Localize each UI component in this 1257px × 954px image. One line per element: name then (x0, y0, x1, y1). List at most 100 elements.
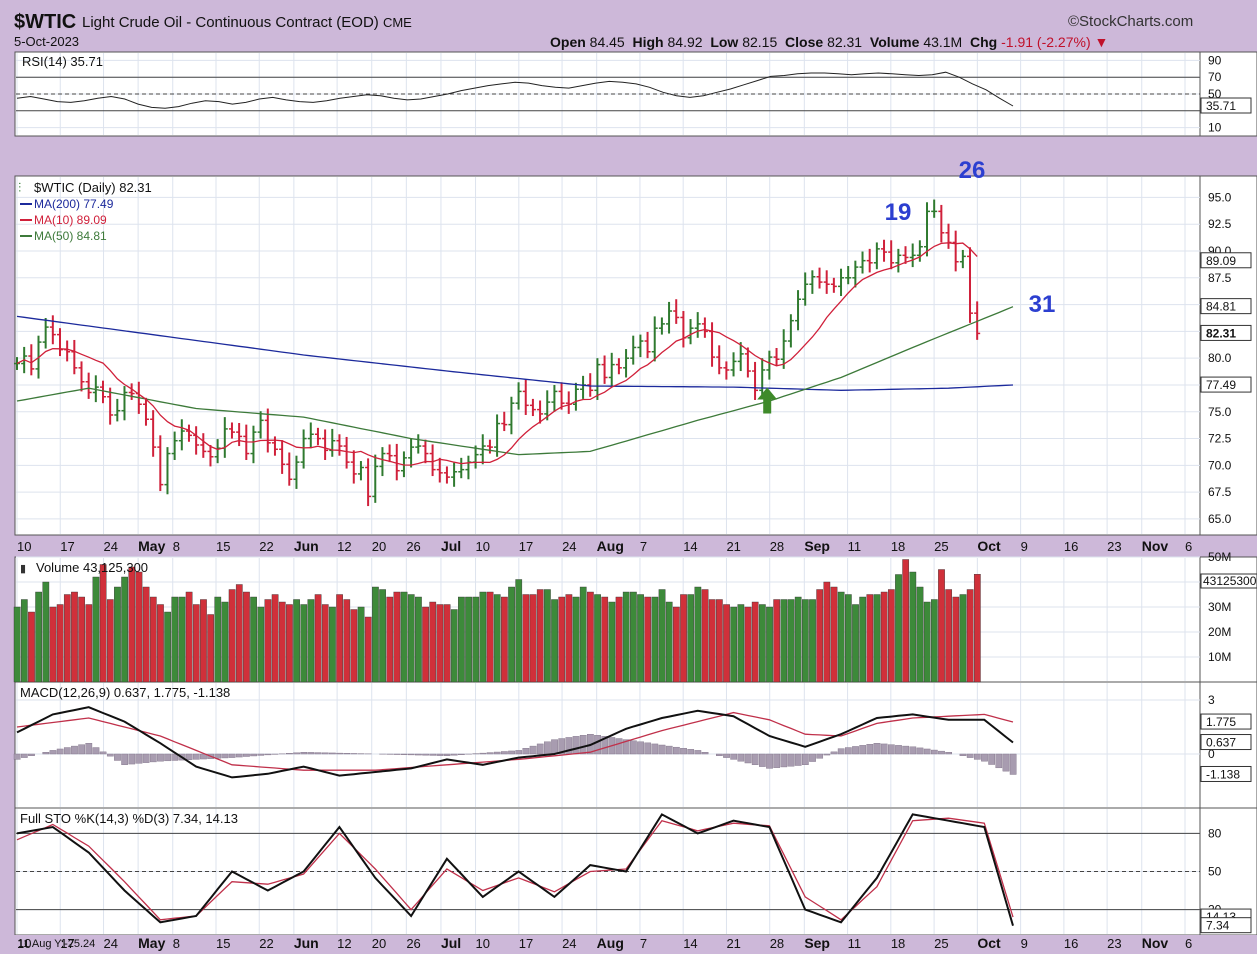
rsi-line (16, 71, 1014, 109)
ticker-symbol: $WTIC (14, 11, 77, 33)
y-tick-label: 50 (1208, 87, 1222, 101)
date-tick-label: 14 (683, 936, 697, 951)
date-tick-label: 21 (726, 936, 740, 951)
volume-bar (321, 604, 329, 683)
macd-histogram-bar (235, 753, 243, 758)
volume-bar (63, 594, 71, 683)
volume-bar (465, 596, 472, 683)
macd-histogram-bar (959, 753, 967, 756)
volume-bar (142, 586, 150, 683)
macd-histogram-bar (214, 753, 222, 759)
macd-histogram-bar (450, 753, 458, 756)
macd-histogram-bar (1002, 753, 1010, 772)
macd-histogram-bar (966, 753, 974, 758)
macd-value-label-box (1200, 734, 1252, 751)
ma50-value-label: 84.81 (1206, 300, 1236, 314)
date-tick-label: Jun (294, 935, 319, 951)
volume-bar (522, 594, 530, 683)
date-tick-label: 23 (1107, 539, 1121, 554)
volume-bar (508, 586, 515, 683)
volume-bar (257, 606, 265, 683)
date-tick-label: 22 (259, 539, 273, 554)
volume-bar (307, 599, 315, 683)
volume-bar (615, 596, 623, 683)
macd-histogram-bar (343, 753, 351, 755)
macd-histogram-bar (164, 753, 171, 762)
volume-bar (680, 594, 687, 683)
date-tick-label: May (138, 538, 165, 554)
volume-bar (415, 596, 422, 683)
volume-bar (637, 594, 644, 683)
date-tick-label: 18 (891, 936, 905, 951)
volume-bar (350, 609, 358, 683)
macd-histogram-bar (63, 747, 71, 755)
y-tick-label: 70 (1208, 70, 1222, 84)
y-tick-label: 50 (1208, 865, 1222, 879)
macd-histogram-bar (995, 753, 1003, 769)
volume-bar (809, 599, 816, 683)
date-tick-label: 23 (1107, 936, 1121, 951)
volume-bar (802, 599, 809, 683)
volume-legend-icon: ▮ (20, 563, 26, 575)
macd-histogram-bar (336, 752, 343, 755)
macd-histogram-bar (400, 753, 408, 755)
y-tick-label: 67.5 (1208, 485, 1232, 499)
macd-histogram-bar (723, 753, 730, 758)
volume-value-box (1200, 573, 1257, 589)
instrument-title: Light Crude Oil - Continuous Contract (E… (82, 14, 379, 31)
macd-line (16, 706, 1014, 779)
volume-value-label: 43125300 (1203, 574, 1257, 588)
date-tick-label: 11 (848, 539, 862, 554)
volume-bar (744, 606, 752, 683)
change-value: -1.91 (-2.27%) (1001, 34, 1091, 50)
volume-bar (622, 591, 630, 683)
date-tick-label: 10 (476, 936, 490, 951)
macd-histogram-bar (916, 747, 924, 755)
macd-histogram-bar (923, 748, 931, 755)
annotation-label-31: 31 (1029, 291, 1056, 318)
macd-histogram-bar (92, 747, 100, 755)
volume-bar (601, 596, 609, 683)
brand-link[interactable]: ©StockCharts.com (1068, 13, 1194, 30)
macd-histogram-bar (902, 745, 910, 755)
macd-histogram-bar (314, 752, 322, 755)
date-tick-label: 28 (770, 936, 784, 951)
date-tick-label: 6 (1185, 539, 1192, 554)
date-tick-label: 11 (848, 936, 862, 951)
date-tick-label: 20 (372, 936, 386, 951)
volume-bar (852, 604, 859, 683)
volume-bar (207, 614, 214, 683)
change-label: Chg (970, 34, 998, 50)
macd-histogram-bar (859, 745, 867, 755)
volume-bar (844, 594, 852, 683)
date-tick-label: 17 (519, 539, 533, 554)
y-tick-label: 95.0 (1208, 190, 1232, 204)
volume-legend: Volume 43,125,300 (36, 560, 148, 575)
macd-histogram-bar (42, 752, 50, 755)
macd-histogram-bar (78, 744, 85, 755)
volume-bar (930, 599, 938, 683)
y-tick-label: 10M (1208, 650, 1231, 664)
volume-bar (859, 596, 867, 683)
instrument-name: Light Crude Oil - Continuous Contract (E… (82, 14, 412, 31)
volume-bar (501, 596, 508, 683)
macd-histogram-bar (13, 753, 21, 760)
volume-bar (694, 586, 702, 683)
date-tick-label: 10 (476, 539, 490, 554)
volume-bar (243, 591, 250, 683)
volume-bar (558, 596, 566, 683)
macd-histogram-value-label: -1.138 (1206, 767, 1240, 781)
date-tick-label: 24 (104, 539, 118, 554)
macd-histogram-bar (737, 753, 745, 762)
date-tick-label: Jun (294, 538, 319, 554)
macd-histogram-bar (393, 753, 401, 755)
macd-histogram-bar (794, 753, 802, 766)
date-tick-label: 25 (934, 936, 948, 951)
volume-bar (973, 574, 981, 683)
volume-bar (479, 591, 487, 683)
macd-histogram-bar (880, 743, 888, 755)
macd-histogram-bar (407, 753, 415, 756)
macd-histogram-bar (243, 753, 250, 757)
macd-histogram-bar (615, 738, 623, 755)
macd-histogram-bar (1009, 753, 1017, 775)
